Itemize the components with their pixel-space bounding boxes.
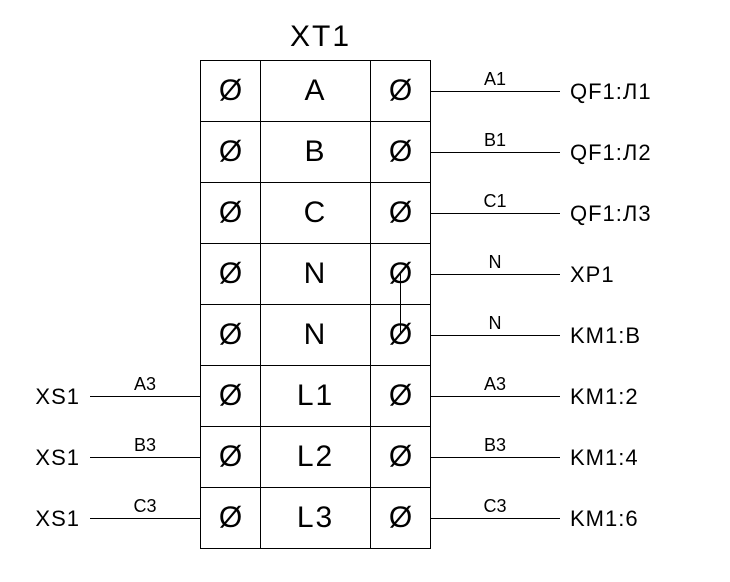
wire-left: [90, 396, 200, 397]
wire-left: [90, 457, 200, 458]
terminal-left-icon: Ø: [201, 488, 261, 549]
destination-left: XS1: [30, 445, 80, 471]
terminal-row: ØNØ: [201, 305, 431, 366]
terminal-label: L1: [261, 366, 371, 427]
terminal-left-icon: Ø: [201, 427, 261, 488]
wire-right: [430, 274, 560, 275]
destination-right: KM1:6: [570, 506, 639, 532]
terminal-label: L3: [261, 488, 371, 549]
wire-label-right: C1: [475, 191, 515, 212]
wire-label-right: B1: [475, 130, 515, 151]
terminal-row: ØL2Ø: [201, 427, 431, 488]
destination-right: KM1:4: [570, 445, 639, 471]
wire-right: [430, 457, 560, 458]
terminal-row: ØAØ: [201, 61, 431, 122]
terminal-left-icon: Ø: [201, 305, 261, 366]
terminal-table: ØAØØBØØCØØNØØNØØL1ØØL2ØØL3Ø: [200, 60, 431, 549]
terminal-right-icon: Ø: [371, 366, 431, 427]
destination-left: XS1: [30, 506, 80, 532]
wire-right: [430, 213, 560, 214]
terminal-row: ØBØ: [201, 122, 431, 183]
wire-right: [430, 335, 560, 336]
wire-label-left: C3: [125, 496, 165, 517]
wire-label-right: A1: [475, 69, 515, 90]
terminal-right-icon: Ø: [371, 122, 431, 183]
wire-label-right: A3: [475, 374, 515, 395]
terminal-block-diagram: { "colors": { "stroke": "#000000", "bg":…: [0, 0, 730, 582]
wire-right: [430, 396, 560, 397]
terminal-left-icon: Ø: [201, 244, 261, 305]
terminal-label: C: [261, 183, 371, 244]
wire-left: [90, 518, 200, 519]
destination-right: QF1:Л3: [570, 201, 652, 227]
terminal-left-icon: Ø: [201, 61, 261, 122]
terminal-label: B: [261, 122, 371, 183]
terminal-left-icon: Ø: [201, 366, 261, 427]
block-title: XT1: [290, 20, 350, 54]
wire-label-right: C3: [475, 496, 515, 517]
destination-left: XS1: [30, 384, 80, 410]
terminal-left-icon: Ø: [201, 122, 261, 183]
destination-right: QF1:Л2: [570, 140, 652, 166]
destination-right: XP1: [570, 262, 615, 288]
terminal-right-icon: Ø: [371, 427, 431, 488]
terminal-row: ØL1Ø: [201, 366, 431, 427]
terminal-label: N: [261, 244, 371, 305]
wire-label-right: N: [475, 252, 515, 273]
wire-right: [430, 152, 560, 153]
wire-label-right: B3: [475, 435, 515, 456]
terminal-row: ØNØ: [201, 244, 431, 305]
wire-right: [430, 91, 560, 92]
wire-label-left: A3: [125, 374, 165, 395]
terminal-right-icon: Ø: [371, 61, 431, 122]
terminal-label: N: [261, 305, 371, 366]
terminal-left-icon: Ø: [201, 183, 261, 244]
terminal-right-icon: Ø: [371, 488, 431, 549]
wire-right: [430, 518, 560, 519]
destination-right: KM1:B: [570, 323, 641, 349]
terminal-row: ØCØ: [201, 183, 431, 244]
terminal-right-icon: Ø: [371, 183, 431, 244]
terminal-label: L2: [261, 427, 371, 488]
wire-label-right: N: [475, 313, 515, 334]
jumper-line: [400, 274, 401, 335]
destination-right: KM1:2: [570, 384, 639, 410]
terminal-label: A: [261, 61, 371, 122]
destination-right: QF1:Л1: [570, 79, 652, 105]
terminal-row: ØL3Ø: [201, 488, 431, 549]
wire-label-left: B3: [125, 435, 165, 456]
